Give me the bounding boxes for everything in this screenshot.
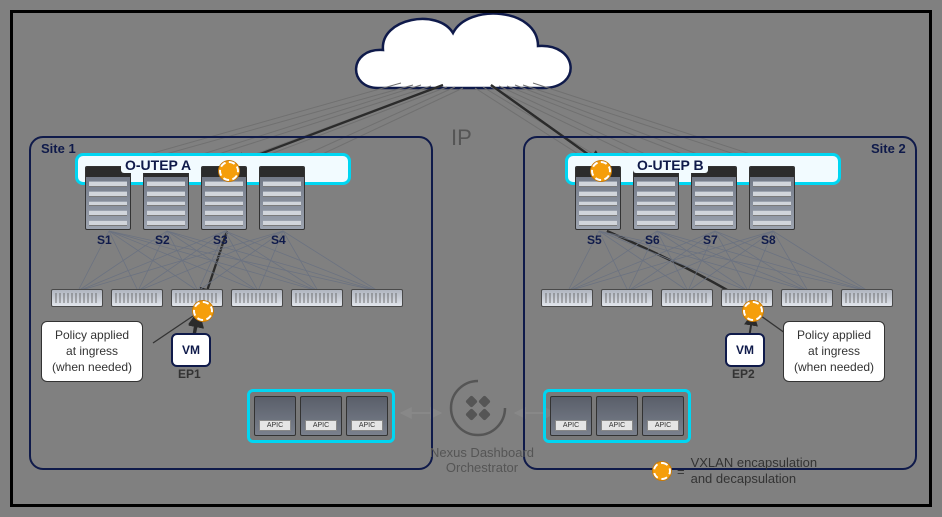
- legend-text: VXLAN encapsulation and decapsulation: [691, 455, 817, 488]
- encap-legend-icon: [653, 462, 671, 480]
- site1-leaf-6: [351, 289, 403, 307]
- site1-label: Site 1: [41, 141, 76, 156]
- encap-legend: = VXLAN encapsulation and decapsulation: [653, 455, 817, 488]
- site2-leaf-6: [841, 289, 893, 307]
- ndo-label: Nexus Dashboard Orchestrator: [417, 445, 547, 475]
- spine-s8-label: S8: [761, 233, 776, 247]
- site2-label: Site 2: [871, 141, 906, 156]
- legend-text-l1: VXLAN encapsulation: [691, 455, 817, 470]
- site2-otup-label: O-UTEP B: [633, 157, 708, 173]
- site2-leaf-3: [661, 289, 713, 307]
- apic-icon: [550, 396, 592, 436]
- spine-s2-label: S2: [155, 233, 170, 247]
- site1-apic-cluster: [247, 389, 395, 443]
- spine-s1-label: S1: [97, 233, 112, 247]
- ndo-label-l1: Nexus Dashboard: [430, 445, 534, 460]
- callout-text: Policy applied: [55, 328, 129, 342]
- site2-encap-bottom-icon: [743, 301, 763, 321]
- callout-text: (when needed): [52, 360, 132, 374]
- ndo-label-l2: Orchestrator: [446, 460, 518, 475]
- ip-label: IP: [451, 125, 472, 151]
- apic-icon: [346, 396, 388, 436]
- apic-icon: [254, 396, 296, 436]
- spine-s7-label: S7: [703, 233, 718, 247]
- apic-icon: [300, 396, 342, 436]
- site2-encap-top-icon: [591, 161, 611, 181]
- site2-vm: VM: [725, 333, 765, 367]
- vm-label: VM: [736, 343, 754, 357]
- spine-s6: [633, 166, 679, 230]
- site2-policy-callout: Policy applied at ingress (when needed): [783, 321, 885, 382]
- site2-ep-label: EP2: [732, 367, 755, 381]
- spine-s4: [259, 166, 305, 230]
- spine-s5-label: S5: [587, 233, 602, 247]
- spine-s1: [85, 166, 131, 230]
- cloud-icon: [356, 14, 571, 88]
- callout-text: Policy applied: [797, 328, 871, 342]
- site1-encap-bottom-icon: [193, 301, 213, 321]
- site1-leaf-4: [231, 289, 283, 307]
- spine-s4-label: S4: [271, 233, 286, 247]
- apic-icon: [596, 396, 638, 436]
- site1-leaf-1: [51, 289, 103, 307]
- legend-text-l2: and decapsulation: [691, 471, 797, 486]
- site2-leaf-5: [781, 289, 833, 307]
- site1-ep-label: EP1: [178, 367, 201, 381]
- site1-leaf-2: [111, 289, 163, 307]
- site1-otup-label: O-UTEP A: [121, 157, 195, 173]
- spine-s6-label: S6: [645, 233, 660, 247]
- vm-label: VM: [182, 343, 200, 357]
- spine-s8: [749, 166, 795, 230]
- site1-policy-callout: Policy applied at ingress (when needed): [41, 321, 143, 382]
- site1-leaf-5: [291, 289, 343, 307]
- site2-leaf-2: [601, 289, 653, 307]
- site2-apic-cluster: [543, 389, 691, 443]
- diagram-frame: IP Site 1 O-UTEP A S1 S2 S3 S4 Policy ap…: [10, 10, 932, 507]
- spine-s7: [691, 166, 737, 230]
- callout-text: at ingress: [66, 344, 118, 358]
- callout-text: at ingress: [808, 344, 860, 358]
- site1-encap-top-icon: [219, 161, 239, 181]
- apic-icon: [642, 396, 684, 436]
- legend-eq: =: [677, 464, 685, 479]
- callout-text: (when needed): [794, 360, 874, 374]
- ndo-icon: [443, 373, 513, 443]
- site2-leaf-1: [541, 289, 593, 307]
- spine-s3-label: S3: [213, 233, 228, 247]
- site1-vm: VM: [171, 333, 211, 367]
- spine-s2: [143, 166, 189, 230]
